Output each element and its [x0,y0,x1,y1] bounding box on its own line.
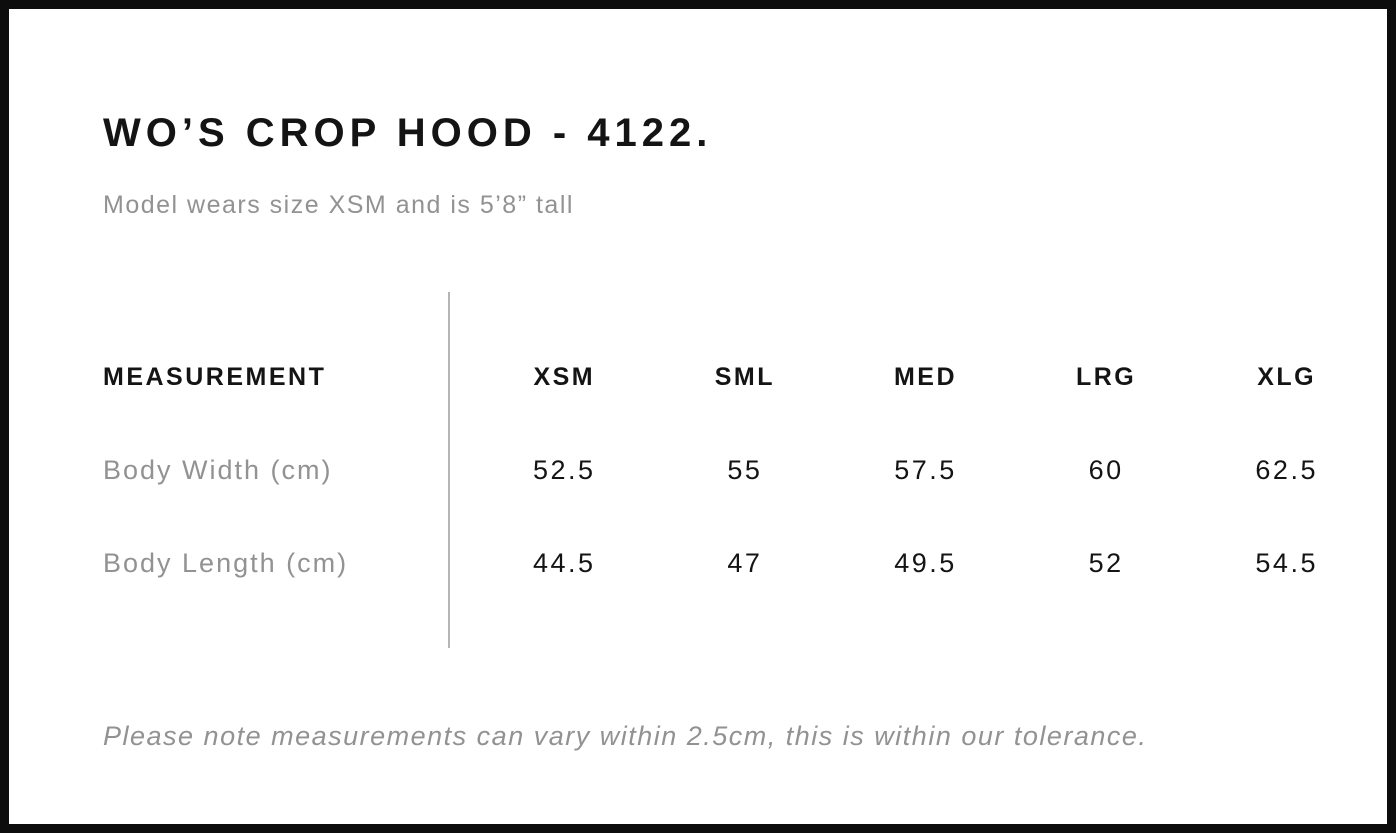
size-column-header-xsm: XSM [533,363,596,391]
size-chart-table: MEASUREMENT XSM SML MED LRG XLG Body Wid… [103,331,1377,610]
body-width-xlg-value: 62.5 [1255,455,1318,485]
size-column-header-lrg: LRG [1075,363,1137,391]
size-column-header-xlg: XLG [1257,363,1317,391]
body-width-lrg-value: 60 [1088,455,1124,485]
row-label-body-length: Body Length (cm) [103,548,349,578]
body-length-sml-value: 47 [727,548,763,578]
size-column-header-sml: SML [714,363,776,391]
vertical-divider [448,292,450,648]
body-length-med-value: 49.5 [894,548,957,578]
body-width-med-value: 57.5 [894,455,957,485]
product-title: WO’S CROP HOOD - 4122. [103,111,713,155]
tolerance-note: Please note measurements can vary within… [103,721,1148,751]
size-column-header-med: MED [893,363,958,391]
model-size-note: Model wears size XSM and is 5’8” tall [103,191,574,219]
body-length-xsm-value: 44.5 [533,548,596,578]
body-length-xlg-value: 54.5 [1255,548,1318,578]
measurement-column-header: MEASUREMENT [103,363,327,391]
body-width-xsm-value: 52.5 [533,455,596,485]
body-length-lrg-value: 52 [1088,548,1124,578]
body-width-sml-value: 55 [727,455,763,485]
row-label-body-width: Body Width (cm) [103,455,333,485]
